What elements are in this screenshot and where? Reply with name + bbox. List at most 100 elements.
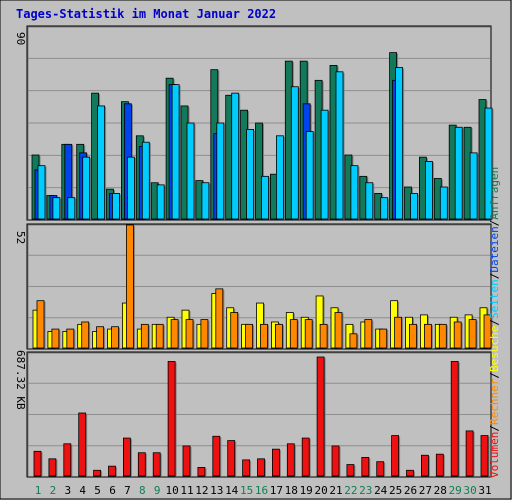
bar-rechner-day-1 [36,300,45,349]
legend-item: Seiten [488,279,501,319]
day-label: 23 [359,484,372,497]
bar-volumen-day-26 [406,469,414,477]
bar-volumen-day-25 [391,435,400,477]
bar-seiten-day-18 [290,86,299,220]
day-label: 19 [300,484,313,497]
bar-volumen-day-7 [123,437,131,477]
bar-seiten-day-22 [350,165,359,220]
bar-rechner-day-15 [245,323,254,349]
bar-volumen-day-15 [242,459,251,477]
bar-rechner-day-4 [81,321,90,349]
bar-seiten-day-2 [52,197,61,220]
bar-rechner-day-26 [409,323,417,349]
bar-seiten-day-24 [380,197,389,220]
volume-panel: 687.32 KB [14,350,492,478]
bar-rechner-day-3 [66,328,75,349]
bar-rechner-day-14 [230,312,239,349]
bar-volumen-day-20 [316,356,325,477]
bar-seiten-day-30 [469,152,478,220]
day-label: 1 [35,484,42,497]
bar-volumen-day-2 [48,458,57,477]
day-label: 13 [210,484,223,497]
legend-text: Volumen/Rechner/Besuche/Seiten/Dateien/A… [488,167,501,478]
day-label: 27 [419,484,432,497]
day-label: 6 [109,484,116,497]
day-label: 18 [285,484,298,497]
bar-rechner-day-24 [379,328,388,349]
visits-panel: 52 [14,223,493,350]
bar-rechner-day-16 [260,323,268,349]
bar-seiten-day-13 [216,122,225,220]
day-label: 2 [50,484,57,497]
bar-seiten-day-5 [97,105,105,220]
day-label: 11 [180,484,193,497]
day-label: 28 [434,484,447,497]
bar-rechner-day-2 [51,328,60,349]
legend-item: / [488,319,501,326]
bar-seiten-day-8 [141,141,150,220]
bar-rechner-day-11 [185,319,194,349]
bar-volumen-day-8 [137,452,146,477]
bar-seiten-day-21 [335,71,344,220]
legend-item: Volumen [488,432,501,478]
bar-seiten-day-29 [454,126,463,220]
bar-volumen-day-31 [480,435,489,477]
bar-rechner-day-6 [111,326,119,349]
day-label: 14 [225,484,239,497]
day-label: 25 [389,484,402,497]
bar-seiten-day-16 [261,175,269,220]
bar-seiten-day-3 [67,197,76,220]
bar-rechner-day-28 [438,323,447,349]
legend-item: / [488,273,501,280]
bar-seiten-day-10 [171,84,180,220]
bar-seiten-day-9 [156,184,165,220]
day-label: 29 [449,484,462,497]
bar-rechner-day-21 [334,312,343,349]
bar-volumen-day-4 [78,412,87,477]
bar-rechner-day-22 [349,333,358,349]
bar-volumen-day-6 [108,465,116,477]
bar-rechner-day-18 [289,319,298,349]
bar-rechner-day-23 [364,319,373,349]
bar-seiten-day-1 [37,165,46,220]
y-max-label: 90 [14,32,27,45]
bar-volumen-day-30 [465,430,474,477]
y-max-label: 52 [14,231,27,244]
day-label: 5 [94,484,101,497]
bar-rechner-day-17 [274,323,283,349]
bar-rechner-day-8 [140,323,149,349]
day-label: 22 [344,484,357,497]
day-labels: 1 2 3 4 5 6 7 8 9 10 11 12 13 14 15 16 17 18 19 20 21 22 23 24 2… [35,484,492,497]
bar-volumen-day-22 [346,464,355,477]
bar-seiten-day-6 [112,192,120,220]
day-label: 30 [463,484,476,497]
day-label: 12 [195,484,208,497]
bar-rechner-day-7 [126,224,134,349]
day-label: 10 [165,484,178,497]
bar-volumen-day-27 [420,454,429,477]
bar-seiten-day-17 [275,135,284,220]
bar-rechner-day-5 [96,326,104,349]
legend-item: Rechner [488,378,501,425]
bar-volumen-day-10 [167,361,176,477]
legend-item: Dateien [488,226,501,272]
legend-item: / [488,372,501,379]
day-label: 24 [374,484,388,497]
day-label: 26 [404,484,417,497]
bar-rechner-day-29 [453,321,462,349]
bar-rechner-day-30 [468,319,477,349]
bar-volumen-day-17 [271,448,280,477]
day-label: 9 [154,484,161,497]
legend-item: Besuche [488,326,501,372]
day-label: 8 [139,484,146,497]
bar-volumen-day-16 [257,458,265,477]
bar-volumen-day-14 [227,440,236,477]
bar-volumen-day-5 [93,469,101,477]
day-label: 21 [329,484,342,497]
bar-rechner-day-27 [423,323,432,349]
bar-volumen-day-13 [212,435,221,477]
day-label: 20 [314,484,327,497]
bar-seiten-day-12 [201,182,210,220]
bar-rechner-day-10 [170,319,179,349]
y-max-label: 687.32 KB [14,350,27,410]
